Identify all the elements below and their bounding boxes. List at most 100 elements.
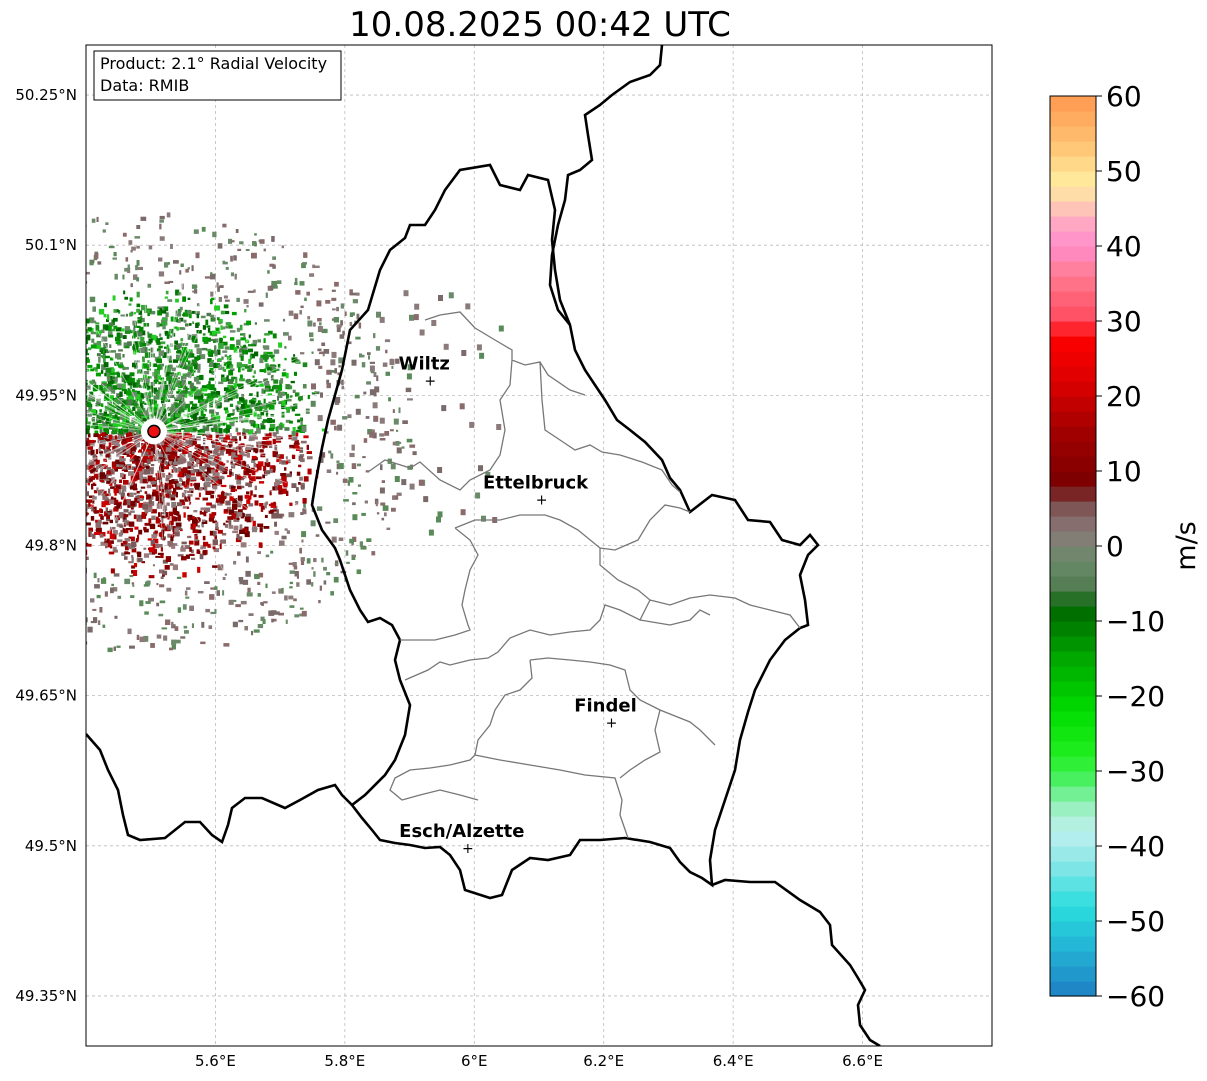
echo-cell (78, 406, 84, 410)
echo-cell (34, 584, 37, 590)
echo-cell (206, 450, 213, 454)
echo-cell (58, 422, 61, 425)
echo-cell (63, 432, 68, 435)
echo-cell (7, 571, 11, 575)
echo-cell (98, 356, 101, 363)
echo-cell (42, 494, 47, 496)
echo-cell (164, 296, 168, 299)
echo-cell (265, 458, 269, 463)
echo-cell (249, 419, 254, 424)
echo-cell (21, 494, 24, 498)
echo-cell (139, 317, 145, 323)
echo-cell (48, 434, 53, 439)
echo-cell (142, 357, 145, 363)
echo-spoke (153, 396, 339, 432)
echo-cell (23, 342, 27, 348)
echo-cell (238, 367, 241, 373)
echo-cell (170, 316, 174, 322)
echo-cell (76, 446, 81, 451)
echo-cell (78, 357, 82, 362)
echo-cell (269, 444, 273, 448)
echo-cell (336, 324, 342, 328)
lat-tick-label: 49.35°N (15, 987, 77, 1005)
echo-cell (54, 443, 57, 446)
echo-cell (251, 527, 258, 530)
colorbar-band (1050, 366, 1096, 382)
echo-cell (239, 378, 245, 382)
echo-cell (291, 483, 297, 488)
echo-cell (187, 470, 191, 476)
echo-cell (135, 460, 140, 466)
echo-cell (97, 578, 100, 583)
echo-cell (120, 434, 123, 441)
echo-cell (89, 391, 94, 396)
echo-cell (111, 409, 116, 414)
echo-cell (460, 509, 466, 516)
echo-cell (248, 473, 251, 479)
echo-cell (200, 410, 204, 417)
echo-cell (39, 461, 44, 466)
echo-cell (203, 417, 208, 424)
echo-cell (210, 611, 217, 615)
echo-cell (166, 212, 171, 218)
echo-cell (323, 580, 327, 585)
echo-cell (172, 479, 179, 483)
echo-cell (125, 528, 131, 531)
echo-cell (229, 344, 235, 350)
echo-cell (73, 489, 75, 494)
echo-cell (114, 420, 119, 424)
echo-spoke (86, 431, 155, 473)
echo-cell (213, 530, 216, 537)
echo-cell (296, 471, 301, 476)
echo-cell (331, 536, 337, 543)
echo-cell (269, 354, 275, 358)
echo-cell (165, 312, 169, 318)
echo-cell (253, 370, 256, 374)
echo-cell (43, 289, 48, 292)
echo-cell (131, 424, 135, 431)
echo-cell (139, 326, 144, 332)
echo-spoke (133, 350, 155, 432)
lon-tick-label: 5.6°E (195, 1052, 236, 1070)
echo-cell (338, 365, 341, 368)
echo-cell (86, 499, 93, 503)
echo-cell (192, 428, 198, 431)
echo-cell (143, 526, 147, 531)
echo-cell (24, 405, 28, 409)
echo-cell (384, 339, 391, 343)
colorbar-band (1050, 456, 1096, 472)
echo-cell (80, 399, 82, 402)
echo-cell (289, 570, 295, 574)
echo-cell (67, 472, 71, 475)
echo-cell (134, 497, 140, 503)
echo-cell (99, 385, 104, 391)
echo-cell (253, 379, 258, 383)
echo-cell (156, 583, 159, 586)
echo-cell (179, 499, 185, 503)
echo-cell (220, 444, 226, 451)
echo-cell (72, 344, 75, 349)
echo-cell (212, 485, 218, 490)
echo-cell (41, 435, 46, 439)
echo-cell (109, 395, 115, 402)
echo-cell (94, 252, 99, 259)
echo-cell (19, 466, 22, 469)
colorbar-band (1050, 771, 1096, 787)
echo-cell (27, 432, 33, 435)
echo-cell (31, 406, 35, 410)
echo-cell (93, 342, 100, 345)
echo-cell (210, 272, 213, 275)
colorbar-band (1050, 291, 1096, 307)
echo-cell (270, 465, 276, 468)
echo-cell (60, 500, 65, 503)
echo-cell (58, 428, 61, 433)
echo-cell (117, 416, 120, 422)
colorbar-band (1050, 321, 1096, 337)
echo-cell (188, 366, 193, 372)
echo-cell (15, 432, 17, 438)
echo-cell (60, 351, 62, 357)
echo-cell (398, 407, 401, 414)
echo-cell (106, 447, 111, 450)
echo-cell (228, 525, 233, 529)
echo-cell (116, 452, 121, 458)
